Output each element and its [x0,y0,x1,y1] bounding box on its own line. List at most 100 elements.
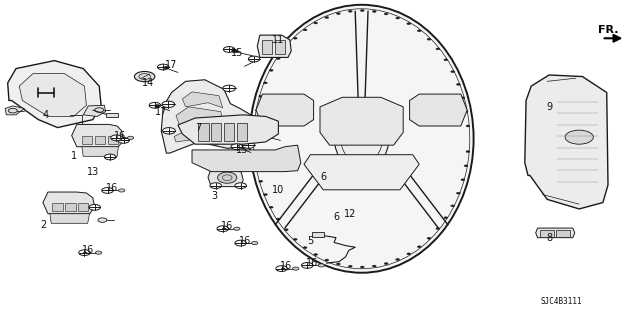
Circle shape [217,226,228,232]
Circle shape [303,29,307,31]
Bar [198,123,209,141]
Circle shape [565,130,593,144]
Circle shape [253,123,257,125]
Circle shape [444,59,448,61]
Bar [211,123,221,141]
Ellipse shape [218,172,237,183]
Circle shape [134,71,155,82]
Circle shape [252,241,258,245]
Polygon shape [257,35,291,57]
Polygon shape [8,61,101,128]
Circle shape [293,37,297,39]
Bar [82,136,92,144]
Circle shape [269,206,273,208]
Circle shape [232,49,238,53]
Text: 1: 1 [70,151,77,161]
Circle shape [276,218,280,220]
Text: 8: 8 [546,233,552,243]
Circle shape [348,10,352,12]
Text: 16: 16 [280,261,292,271]
Circle shape [427,38,431,40]
Circle shape [466,151,470,152]
Circle shape [269,69,273,71]
Bar [275,40,285,54]
Text: 3: 3 [211,191,218,201]
Text: 9: 9 [546,102,552,112]
Circle shape [314,22,317,24]
Polygon shape [192,145,301,172]
Circle shape [461,97,465,99]
Circle shape [314,254,317,256]
Circle shape [164,66,169,69]
Circle shape [461,179,465,181]
Circle shape [464,165,468,167]
Circle shape [8,108,17,113]
Circle shape [234,227,240,230]
Polygon shape [5,106,24,115]
Circle shape [235,183,246,189]
Bar [78,203,88,211]
Bar [106,113,118,117]
Text: 13: 13 [86,167,99,177]
Circle shape [284,47,288,49]
Polygon shape [304,155,419,190]
Circle shape [325,259,329,261]
Text: 16: 16 [114,130,127,141]
Circle shape [95,108,104,112]
Circle shape [255,167,259,168]
Text: 7: 7 [195,122,202,133]
Circle shape [417,30,421,32]
Circle shape [163,128,175,134]
Text: 15: 15 [230,48,243,58]
Polygon shape [72,124,124,147]
Polygon shape [19,73,86,116]
Circle shape [223,47,235,52]
Circle shape [259,95,262,97]
Text: 14: 14 [142,78,155,88]
Polygon shape [43,192,95,214]
Circle shape [396,258,399,260]
Circle shape [149,102,161,108]
Circle shape [456,192,460,194]
Bar [312,232,324,237]
Circle shape [102,188,113,193]
Circle shape [253,138,257,140]
Circle shape [396,17,399,19]
Circle shape [79,250,90,256]
Circle shape [89,204,100,210]
Text: 4: 4 [43,110,49,120]
Circle shape [276,266,287,271]
Circle shape [284,229,288,231]
Circle shape [127,136,134,139]
Text: 10: 10 [272,185,285,195]
Circle shape [210,183,221,189]
Text: 16: 16 [106,183,118,193]
Text: 17: 17 [165,60,178,70]
Circle shape [235,240,246,246]
Bar [262,40,272,54]
Ellipse shape [334,107,388,171]
Bar [52,203,63,211]
Circle shape [407,23,411,25]
Bar [540,230,554,237]
Circle shape [360,10,364,11]
Circle shape [98,218,107,222]
Circle shape [407,253,411,255]
Text: 16: 16 [221,221,234,232]
Text: 6: 6 [333,212,339,222]
Circle shape [360,266,364,268]
Text: 5: 5 [307,236,314,246]
Circle shape [436,48,440,50]
Circle shape [162,101,175,108]
Circle shape [301,263,313,268]
Bar [237,123,247,141]
Polygon shape [525,75,608,209]
Text: 16: 16 [82,245,95,256]
Text: 12: 12 [344,209,356,219]
Circle shape [451,71,454,73]
Circle shape [264,194,268,196]
Polygon shape [161,80,259,153]
Text: 16: 16 [239,236,252,246]
Circle shape [264,82,268,84]
Circle shape [384,263,388,264]
